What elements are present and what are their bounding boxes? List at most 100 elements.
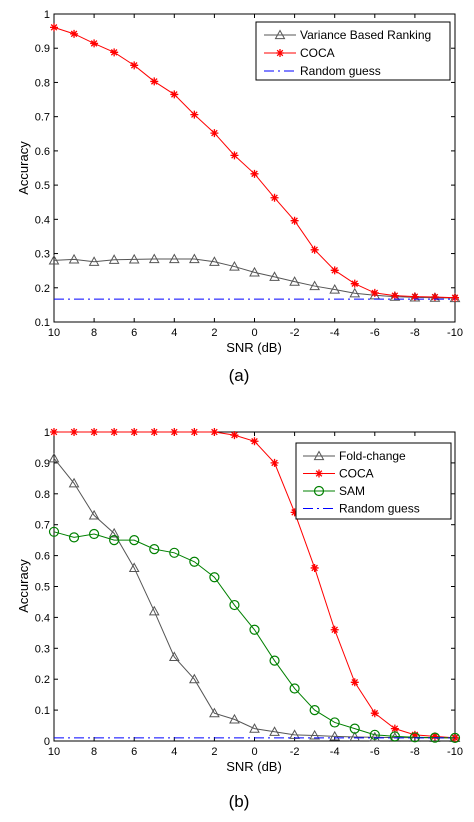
legend-entry-label: Random guess [339,502,420,516]
data-point [130,428,139,436]
y-tick-label: 0.2 [35,674,50,686]
data-point [430,732,439,741]
data-point [370,709,379,718]
y-tick-label: 0 [44,736,50,748]
chart-b-y-axis-label: Accuracy [16,559,31,613]
y-tick-label: 0.9 [35,458,50,470]
legend-entry-label: SAM [339,484,365,498]
chart-a-y-axis-label: Accuracy [16,141,31,195]
data-point [329,717,340,728]
data-point [70,29,79,38]
data-point [309,729,320,740]
data-point [390,291,399,300]
data-point [189,556,200,567]
chart-b-y-ticks: 0 0.1 0.2 0.3 0.4 0.5 0.6 0.7 0.8 0.9 1 [35,427,455,748]
x-tick-label: 2 [211,746,217,758]
data-point [329,283,341,294]
x-tick-label: 10 [48,327,60,339]
x-tick-label: -6 [370,327,380,339]
legend-swatch-marker [313,450,325,461]
y-tick-label: 0.8 [35,77,50,89]
data-point [70,428,79,436]
legend-entry-label: Fold-change [339,449,406,463]
data-point [88,528,100,540]
chart-b: 0 0.1 0.2 0.3 0.4 0.5 0.6 0.7 0.8 0.9 1 10 8 6 4 2 0 -2 -… [16,427,463,811]
legend-swatch-marker [313,485,325,497]
data-point [68,532,80,543]
legend-swatch-marker [315,469,323,478]
data-point [129,535,140,546]
x-tick-label: 8 [91,746,97,758]
data-point [170,428,179,436]
y-tick-label: 1 [44,427,50,439]
data-point [109,535,120,546]
chart-a-panel-label: (a) [229,366,250,385]
x-tick-label: -10 [447,746,463,758]
data-point [290,216,299,225]
x-tick-label: -4 [330,327,340,339]
data-point [330,625,339,634]
data-point [210,129,219,138]
data-point [430,293,439,302]
chart-b-legend: Fold-change COCA SAM Random guess [295,442,452,520]
data-point [189,253,200,264]
data-point [110,48,119,57]
data-point [50,23,58,32]
series-variance-based-ranking [48,253,461,303]
y-tick-label: 0.3 [35,249,50,261]
data-point [148,253,160,264]
data-point [108,254,120,264]
data-point [189,673,200,684]
series-coca [50,23,459,302]
chart-a-x-axis-label: SNR (dB) [226,340,282,355]
data-point [88,509,100,520]
series-sam [48,526,461,744]
chart-b-panel-label: (b) [229,792,250,811]
data-point [148,605,160,616]
data-point [209,572,220,583]
x-tick-label: -8 [410,327,420,339]
y-tick-label: 0.6 [35,551,50,563]
data-point [130,61,139,70]
data-point [90,39,99,48]
y-tick-label: 0.8 [35,489,50,501]
data-point [149,544,160,555]
data-point [350,279,359,288]
data-point [270,458,279,467]
data-point [88,256,100,266]
legend-swatch-marker [276,49,284,57]
data-point [410,292,419,301]
chart-a-x-ticks: 10 8 6 4 2 0 -2 -4 -6 -8 -10 [48,14,463,339]
data-point [389,731,400,742]
data-point [170,90,179,99]
data-point [108,527,120,538]
legend-entry-label: COCA [300,46,335,60]
data-point [370,288,379,297]
x-tick-label: 8 [91,327,97,339]
x-tick-label: 0 [251,327,257,339]
data-point [250,169,259,178]
data-point [329,730,341,741]
data-point [330,266,339,275]
y-tick-label: 0.1 [35,705,50,717]
data-point [48,526,60,537]
x-tick-label: 10 [48,746,60,758]
data-point [390,724,399,733]
data-point [289,729,300,739]
y-tick-label: 0.2 [35,283,50,295]
data-point [289,683,300,694]
data-point [190,110,199,119]
data-point [349,287,361,298]
data-point [169,547,180,558]
legend-swatch-marker [274,29,286,40]
data-point [449,732,461,744]
data-point [68,477,80,488]
data-point [249,723,260,733]
chart-b-series [48,428,461,744]
data-point [369,729,380,740]
data-point [309,704,320,716]
y-tick-label: 0.1 [35,317,50,329]
data-point [90,428,99,436]
data-point [290,508,299,517]
data-point [230,151,239,160]
